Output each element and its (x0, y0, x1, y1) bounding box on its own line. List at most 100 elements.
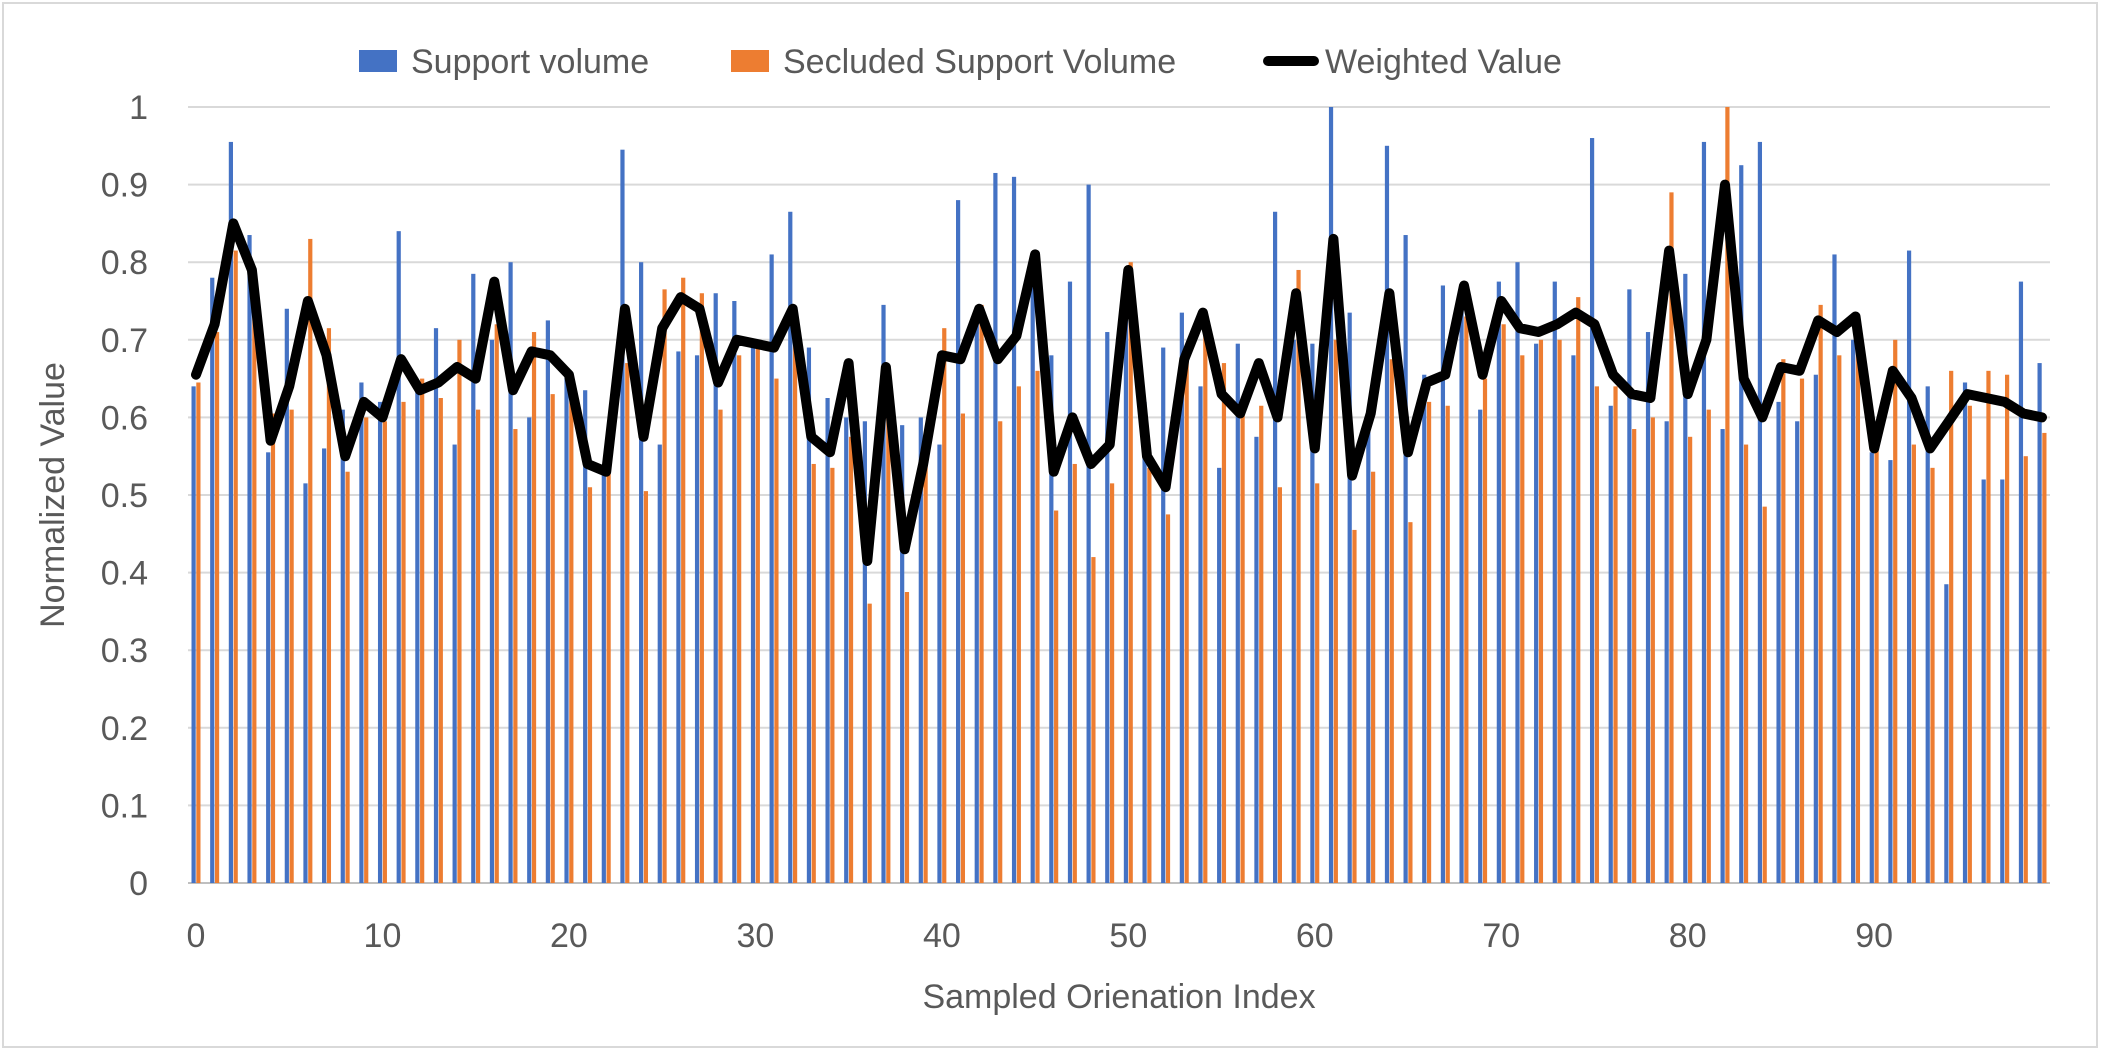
support-volume-bar (1366, 421, 1371, 883)
secluded-support-volume-bar (1799, 378, 1805, 883)
secluded-support-volume-bar (1147, 467, 1152, 883)
support-volume-bar (564, 370, 569, 884)
secluded-support-volume-bar (1408, 522, 1413, 883)
secluded-support-volume-bar (904, 592, 910, 883)
support-volume-bar (1403, 235, 1408, 884)
support-volume-bar (266, 452, 271, 883)
secluded-support-volume-bar (1128, 262, 1133, 883)
support-volume-bar (1795, 421, 1800, 883)
support-volume-bar (676, 351, 681, 883)
x-tick-label: 80 (1669, 917, 1707, 955)
support-volume-bar (900, 425, 905, 883)
secluded-support-volume-bar (998, 421, 1003, 883)
secluded-support-volume-bar (2005, 374, 2010, 883)
secluded-support-volume-bar (1184, 359, 1189, 883)
support-volume-bar (1440, 285, 1446, 884)
secluded-support-volume-bar (774, 378, 779, 883)
support-volume-bar (545, 320, 550, 883)
support-volume-bar (732, 301, 737, 883)
secluded-support-volume-bar (1967, 405, 1972, 883)
secluded-support-volume-bar (2042, 432, 2047, 883)
support-volume-bar (1645, 332, 1651, 883)
secluded-support-volume-bar (1632, 429, 1637, 883)
secluded-support-volume-bar (1650, 417, 1655, 883)
support-volume-bar (1701, 141, 1707, 884)
x-tick-label: 0 (187, 917, 206, 955)
secluded-support-volume-bar (1613, 386, 1618, 883)
support-volume-bar (769, 254, 774, 883)
support-volume-bar (1086, 184, 1091, 884)
y-tick-label: 0.9 (101, 167, 148, 205)
secluded-support-volume-bar (475, 409, 481, 883)
weighted-line (191, 179, 2047, 566)
secluded-support-volume-bar (979, 304, 984, 883)
secluded-support-volume-bar (662, 289, 667, 883)
secluded-support-volume-bar (1594, 386, 1599, 883)
support-volume-bar (471, 273, 476, 884)
x-axis-ticks: 0 10 20 30 40 50 60 70 80 90 (187, 917, 1894, 955)
support-volume-bar (1179, 312, 1184, 883)
secluded-support-volume-bar (1315, 483, 1320, 883)
secluded-support-volume-bar (1091, 557, 1096, 883)
secluded-support-volume-bar (811, 463, 816, 883)
secluded-support-volume-bar (1333, 339, 1338, 883)
secluded-support-volume-bar (643, 491, 649, 883)
secluded-support-volume-bar (625, 363, 630, 884)
secluded-support-volume-bar (1949, 370, 1954, 884)
secluded-support-volume-bar (960, 413, 966, 883)
support-volume-bar (1478, 409, 1483, 883)
y-tick-label: 0.2 (101, 710, 148, 748)
support-volume-bar (1496, 281, 1501, 884)
support-volume-bar (527, 417, 532, 883)
secluded-support-volume-bar (457, 339, 462, 883)
x-tick-label: 40 (923, 917, 961, 955)
secluded-support-volume-bar (942, 328, 947, 883)
support-volume-bar (508, 262, 513, 883)
secluded-support-volume-bar (1203, 328, 1208, 883)
secluded-support-volume-bar (1054, 510, 1059, 883)
support-volume-bar (1589, 138, 1595, 884)
support-volume-bar (1571, 355, 1576, 883)
y-tick-label: 0.1 (101, 787, 148, 825)
secluded-support-volume-bar (1837, 355, 1842, 883)
secluded-support-volume-bar (1165, 514, 1171, 883)
secluded-support-volume-bar (587, 487, 593, 883)
y-tick-label: 0.4 (101, 555, 148, 593)
support-volume-bar (210, 277, 215, 884)
secluded-support-volume-bar (1464, 316, 1469, 883)
secluded-support-volume-bar (252, 304, 257, 883)
secluded-support-volume-bar (1240, 413, 1245, 883)
secluded-support-volume-bar (1352, 529, 1357, 883)
support-volume-bar (881, 304, 886, 883)
secluded-support-volume-bar (1072, 463, 1077, 883)
support-volume-bar (2018, 281, 2024, 884)
support-volume-bar (1049, 355, 1054, 883)
support-volume-bar (1123, 269, 1129, 884)
support-volume-bar (825, 398, 830, 883)
support-volume-bar (1608, 405, 1613, 883)
secluded-support-volume-bar (345, 471, 350, 883)
secluded-support-volume-bar (1501, 324, 1506, 883)
secluded-support-volume-bar (1016, 386, 1021, 883)
support-volume-bar (1515, 262, 1520, 883)
support-volume-bar (1720, 429, 1725, 883)
bars (191, 107, 2047, 884)
support-volume-bar (1664, 421, 1669, 883)
support-volume-bar (1161, 347, 1166, 883)
secluded-support-volume-bar (1781, 359, 1786, 883)
legend-swatch-support-volume (359, 50, 397, 72)
support-volume-bar (1906, 250, 1912, 883)
support-volume-bar (974, 308, 979, 883)
support-volume-bar (415, 386, 420, 883)
secluded-support-volume-bar (531, 332, 537, 883)
support-volume-bar (639, 262, 644, 883)
support-volume-bar (228, 141, 233, 884)
support-volume-bar (2037, 363, 2042, 884)
secluded-support-volume-bar (401, 401, 406, 883)
support-volume-bar (452, 444, 457, 883)
y-axis-ticks: 0 0.1 0.2 0.3 0.4 0.5 0.6 0.7 0.8 0.9 1 (101, 89, 148, 903)
support-volume-bar (489, 339, 495, 883)
support-volume-bar (862, 421, 867, 883)
support-volume-bar (844, 417, 849, 883)
support-volume-bar (956, 200, 961, 883)
